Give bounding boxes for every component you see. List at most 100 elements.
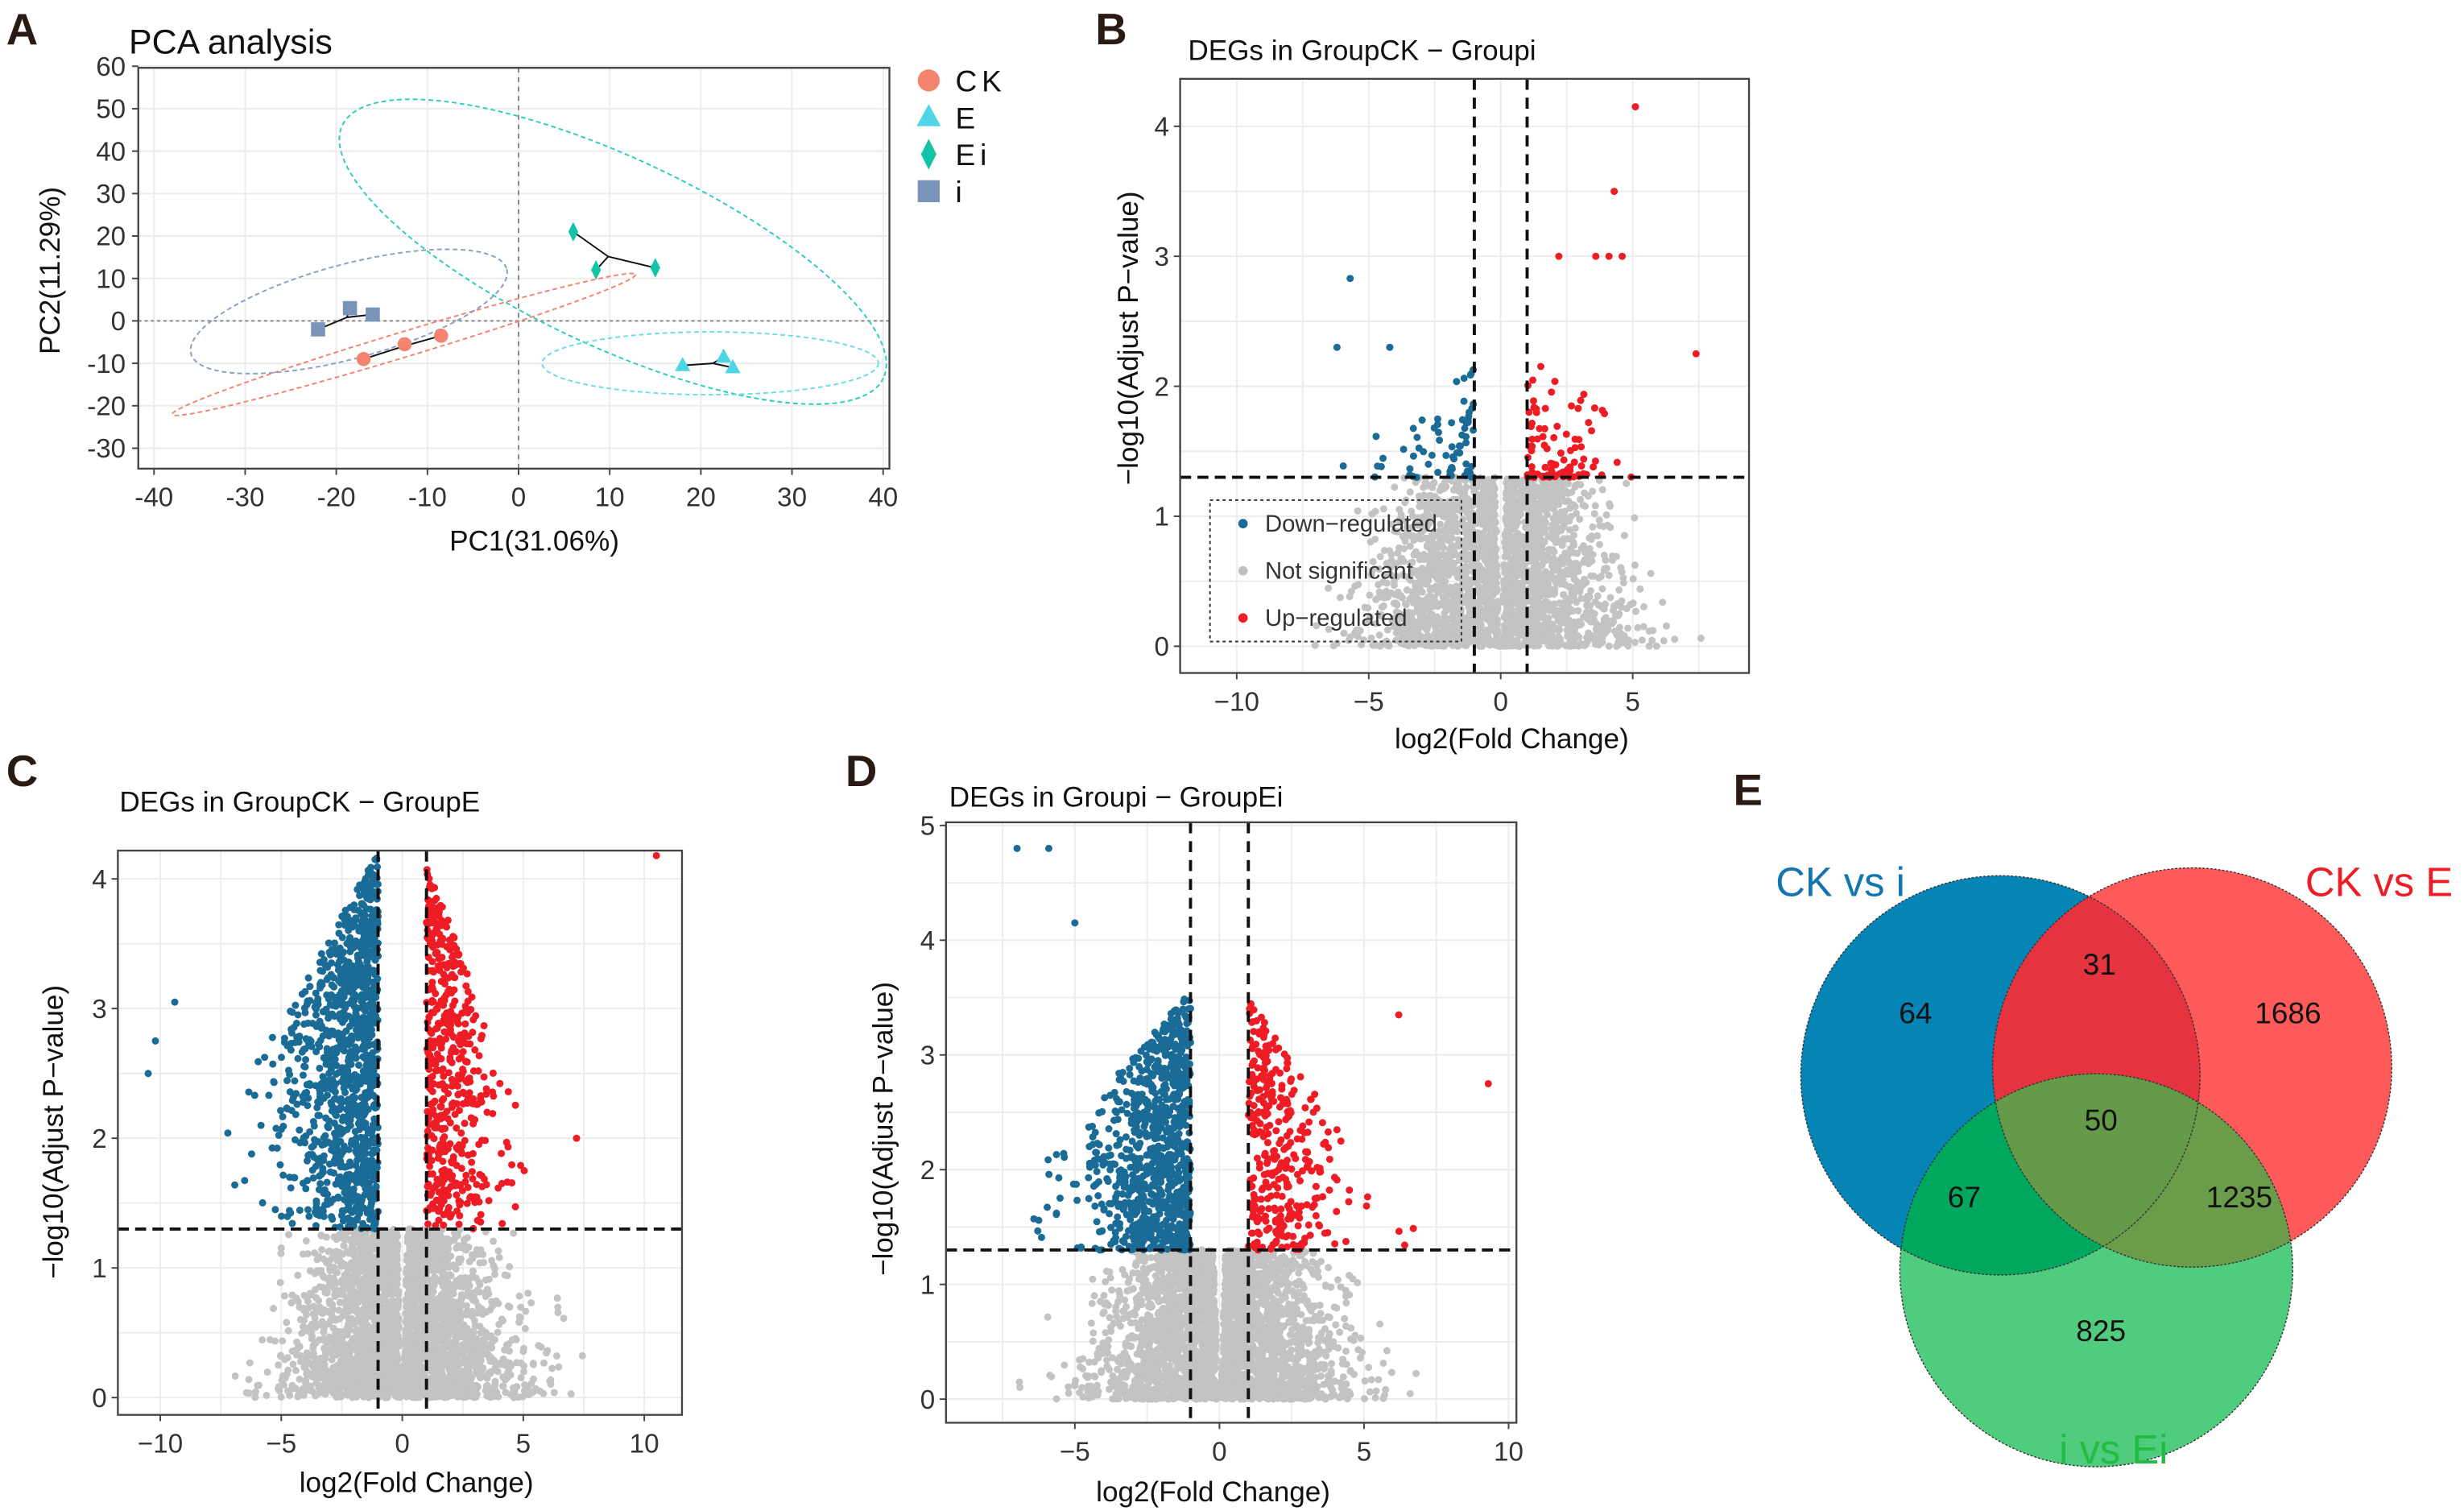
not-significant-point	[1474, 627, 1482, 635]
not-significant-point	[1325, 584, 1333, 592]
not-significant-point	[510, 1229, 518, 1237]
not-significant-point	[1437, 482, 1445, 491]
not-significant-point	[1585, 560, 1593, 568]
not-significant-point	[1502, 515, 1510, 523]
not-significant-point	[1478, 515, 1486, 524]
not-significant-point	[1660, 637, 1668, 645]
down-regulated-point	[1448, 443, 1456, 451]
not-significant-point	[1414, 588, 1422, 596]
not-significant-point	[1631, 514, 1639, 522]
not-significant-point	[1438, 621, 1446, 629]
legend-label: Down−regulated	[1265, 511, 1437, 537]
not-significant-point	[1594, 592, 1602, 600]
x-tick-label: -20	[317, 483, 356, 513]
confidence-ellipse	[541, 331, 879, 396]
not-significant-point	[1463, 535, 1471, 543]
not-significant-point	[1465, 629, 1473, 637]
up-regulated-point	[1610, 188, 1619, 196]
not-significant-point	[1475, 598, 1483, 606]
up-regulated-point	[1541, 404, 1549, 412]
not-significant-point	[1624, 624, 1632, 632]
not-significant-point	[1441, 562, 1449, 570]
up-regulated-point	[1528, 468, 1536, 476]
x-tick-label: −5	[1354, 687, 1384, 717]
not-significant-point	[490, 1237, 498, 1245]
not-significant-point	[1538, 495, 1546, 503]
x-tick-label: 20	[686, 483, 716, 513]
up-regulated-point	[1566, 446, 1574, 454]
down-regulated-point	[1460, 397, 1468, 405]
up-regulated-point	[1574, 404, 1582, 412]
pca-point	[356, 352, 371, 366]
not-significant-point	[1559, 511, 1567, 520]
not-significant-point	[258, 1336, 267, 1344]
not-significant-point	[1629, 575, 1637, 583]
down-regulated-point	[1372, 433, 1380, 441]
not-significant-point	[1632, 607, 1640, 615]
y-tick-label: 0	[111, 307, 126, 337]
up-regulated-point	[1540, 441, 1548, 449]
centroid-connector	[573, 230, 609, 258]
not-significant-point	[1659, 598, 1667, 606]
not-significant-point	[490, 1261, 498, 1269]
not-significant-point	[1453, 573, 1461, 581]
not-significant-point	[1485, 612, 1493, 620]
down-regulated-point	[1413, 433, 1421, 441]
down-regulated-point	[1460, 375, 1468, 383]
not-significant-point	[1549, 515, 1557, 523]
up-regulated-point	[1577, 443, 1585, 451]
not-significant-point	[495, 1253, 503, 1261]
not-significant-point	[1589, 551, 1597, 559]
legend-marker-ck	[917, 69, 941, 92]
pca-point	[725, 358, 741, 374]
not-significant-point	[1570, 573, 1578, 582]
not-significant-point	[1523, 617, 1532, 625]
not-significant-point	[486, 1275, 493, 1283]
down-regulated-point	[1374, 462, 1382, 470]
x-tick-label: 5	[1625, 687, 1639, 717]
pca-point	[650, 258, 660, 278]
centroid-connector	[608, 255, 656, 269]
y-tick-label: 40	[96, 137, 126, 167]
not-significant-point	[1495, 637, 1503, 645]
not-significant-point	[1531, 593, 1539, 601]
not-significant-point	[1446, 583, 1454, 591]
not-significant-point	[1573, 509, 1581, 517]
not-significant-point	[1546, 494, 1554, 502]
not-significant-point	[1623, 479, 1631, 487]
not-significant-point	[1532, 618, 1540, 626]
x-tick-label: -10	[408, 483, 447, 513]
x-tick-label: 10	[595, 483, 625, 513]
not-significant-point	[1634, 623, 1642, 631]
not-significant-point	[1550, 548, 1558, 556]
up-regulated-point	[1566, 466, 1574, 474]
not-significant-point	[1461, 524, 1469, 532]
not-significant-point	[1391, 483, 1399, 491]
not-significant-point	[1549, 636, 1557, 644]
pca-point	[397, 337, 412, 352]
not-significant-point	[1571, 483, 1579, 491]
not-significant-point	[1377, 590, 1385, 598]
not-significant-point	[1475, 606, 1483, 613]
not-significant-point	[1638, 636, 1646, 644]
not-significant-point	[535, 1342, 543, 1350]
not-significant-point	[1432, 586, 1440, 594]
y-tick-label: 60	[96, 52, 126, 82]
not-significant-point	[278, 1376, 286, 1385]
not-significant-point	[547, 1376, 555, 1384]
y-tick-label: 2	[1154, 372, 1168, 402]
up-regulated-point	[1588, 427, 1595, 435]
not-significant-point	[1697, 634, 1705, 642]
not-significant-point	[1519, 485, 1528, 493]
not-significant-point	[1507, 574, 1515, 582]
up-regulated-point	[1568, 402, 1576, 410]
up-regulated-point	[1585, 419, 1593, 427]
not-significant-point	[519, 1347, 527, 1356]
down-regulated-point	[1465, 468, 1473, 476]
not-significant-point	[1591, 502, 1599, 510]
not-significant-point	[1452, 484, 1460, 492]
not-significant-point	[1547, 503, 1555, 511]
not-significant-point	[1553, 642, 1561, 650]
not-significant-point	[1490, 604, 1498, 612]
pca-x-label: PC1(31.06%)	[449, 525, 619, 557]
